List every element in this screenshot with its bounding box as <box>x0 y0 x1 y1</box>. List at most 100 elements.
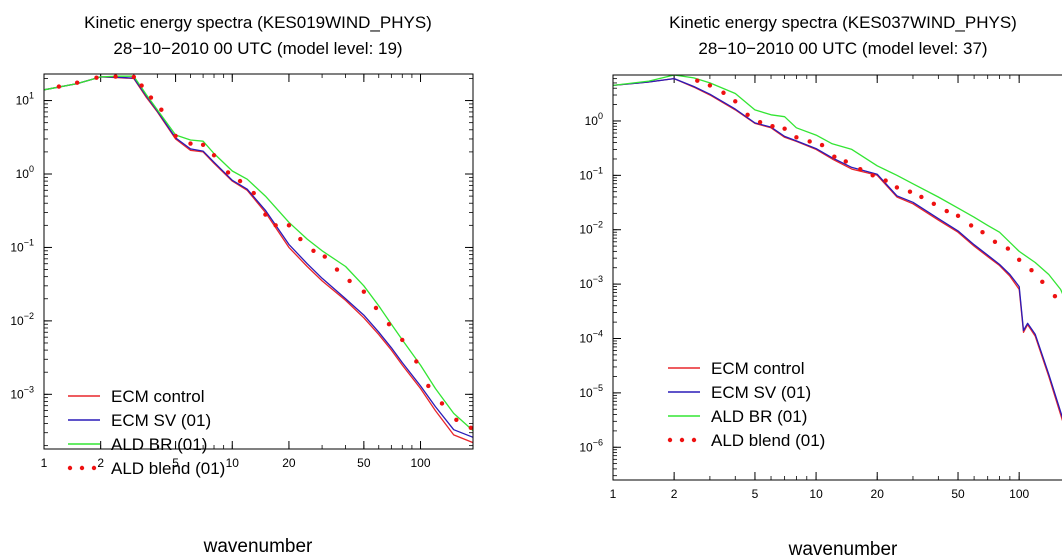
x-tick-label-right: 20 <box>871 487 885 501</box>
data-point-ald_blend <box>373 305 379 311</box>
y-tick-label-left: 10−2 <box>10 311 34 328</box>
data-point-ald_blend <box>334 267 340 272</box>
legend-swatch-ald_blend <box>79 465 85 471</box>
legend-left: ECM control ECM SV (01) ALD BR (01) ALD ble… <box>67 387 225 478</box>
legend-swatch-ald_blend <box>67 465 73 471</box>
data-point-ald_blend <box>770 124 775 129</box>
data-point-ald_blend <box>400 337 405 343</box>
x-tick-label-left: 100 <box>411 456 431 470</box>
y-tick-label-right: 100 <box>585 111 603 128</box>
data-point-ald_blend <box>757 119 763 125</box>
data-point-ald_blend <box>200 142 206 147</box>
data-point-ald_blend <box>286 223 292 228</box>
x-axis-label-left: wavenumber <box>203 536 313 557</box>
data-point-ald_blend <box>263 212 268 217</box>
data-point-ald_blend <box>386 322 392 327</box>
series-group-left <box>44 74 473 444</box>
plot-area-left: 1 2 5 10 20 50 100 10−3 10−2 10−1 100 101 ECM contro… <box>10 73 474 478</box>
chart-subtitle-left: 28−10−2010 00 UTC (model level: 19) <box>113 39 402 58</box>
chart-left: Kinetic energy spectra (KES019WIND_PHYS)… <box>10 13 474 557</box>
data-point-ald_blend <box>894 185 900 190</box>
legend-swatch-ald_blend <box>679 437 685 443</box>
data-point-ald_blend <box>439 401 445 406</box>
legend-swatch-ald_blend <box>91 465 97 471</box>
data-point-ald_blend <box>414 359 419 364</box>
chart-subtitle-right: 28−10−2010 00 UTC (model level: 37) <box>698 39 987 58</box>
series-line-ald_br <box>613 75 1062 295</box>
y-tick-label-right: 10−4 <box>579 328 603 345</box>
data-point-ald_blend <box>361 289 367 294</box>
data-point-ald_blend <box>980 230 985 235</box>
data-point-ald_blend <box>298 236 303 242</box>
data-point-ald_blend <box>468 425 473 430</box>
plot-area-right: 1 2 5 10 20 50 100 10−6 10−5 10−4 10−3 10−2 10−1 100 E… <box>579 74 1062 501</box>
data-point-ald_blend <box>74 80 80 85</box>
data-point-ald_blend <box>733 99 738 104</box>
data-point-ald_blend <box>1005 246 1011 251</box>
data-point-ald_blend <box>794 135 799 140</box>
x-tick-label-left: 1 <box>41 456 48 470</box>
x-tick-label-right: 1 <box>610 487 617 501</box>
data-point-ald_blend <box>139 83 144 88</box>
series-group-right <box>613 75 1062 422</box>
legend-swatch-ald_blend <box>691 437 697 443</box>
y-tick-label-left: 101 <box>16 91 34 108</box>
data-point-ald_blend <box>251 190 256 196</box>
data-point-ald_blend <box>721 90 726 95</box>
data-point-ald_blend <box>113 74 118 79</box>
y-tick-label-right: 10−3 <box>579 274 603 291</box>
legend-label-ecm_control: ECM control <box>711 359 805 378</box>
legend-label-ald_blend: ALD blend (01) <box>711 431 825 450</box>
data-point-ald_blend <box>347 278 352 284</box>
data-point-ald_blend <box>883 178 888 183</box>
data-point-ald_blend <box>148 95 154 100</box>
data-point-ald_blend <box>273 223 278 228</box>
x-tick-label-right: 50 <box>951 487 965 501</box>
y-tick-label-right: 10−5 <box>579 383 603 400</box>
legend-label-ecm_sv: ECM SV (01) <box>111 411 211 430</box>
x-tick-label-left: 50 <box>357 456 371 470</box>
data-point-ald_blend <box>426 383 431 389</box>
x-tick-label-left: 20 <box>282 456 296 470</box>
data-point-ald_blend <box>188 141 193 146</box>
data-point-ald_blend <box>695 78 700 83</box>
x-tick-label-right: 5 <box>752 487 759 501</box>
x-tick-label-left: 2 <box>97 456 104 470</box>
series-line-ecm_control <box>44 76 473 444</box>
data-point-ald_blend <box>1016 257 1022 262</box>
legend-label-ald_br: ALD BR (01) <box>711 407 807 426</box>
data-point-ald_blend <box>992 239 998 244</box>
legend-label-ecm_control: ECM control <box>111 387 205 406</box>
chart-title-left: Kinetic energy spectra (KES019WIND_PHYS) <box>84 13 432 32</box>
data-point-ald_blend <box>782 126 787 131</box>
data-point-ald_blend <box>159 107 164 112</box>
x-tick-label-left: 10 <box>226 456 240 470</box>
legend-label-ecm_sv: ECM SV (01) <box>711 383 811 402</box>
legend-label-ald_blend: ALD blend (01) <box>111 459 225 478</box>
series-line-ecm_sv <box>613 77 1062 419</box>
y-tick-label-left: 10−1 <box>10 237 34 254</box>
data-point-ald_blend <box>968 223 974 228</box>
data-point-ald_blend <box>858 166 863 172</box>
data-point-ald_blend <box>907 189 913 194</box>
data-point-ald_blend <box>237 178 243 184</box>
legend-right: ECM control ECM SV (01) ALD BR (01) ALD ble… <box>667 359 825 450</box>
series-line-ecm_sv <box>44 76 473 438</box>
x-tick-label-right: 10 <box>809 487 823 501</box>
legend-label-ald_br: ALD BR (01) <box>111 435 207 454</box>
series-line-ecm_control <box>613 77 1062 422</box>
data-point-ald_blend <box>931 201 937 206</box>
x-axis-label-right: wavenumber <box>788 539 898 559</box>
data-point-ald_blend <box>919 194 924 200</box>
data-point-ald_blend <box>56 84 62 89</box>
x-tick-label-right: 100 <box>1009 487 1029 501</box>
chart-title-right: Kinetic energy spectra (KES037WIND_PHYS) <box>669 13 1017 32</box>
x-tick-label-right: 2 <box>671 487 678 501</box>
y-tick-label-left: 100 <box>16 164 34 181</box>
series-line-ald_br <box>44 75 473 432</box>
plot-frame-left <box>43 73 474 450</box>
data-point-ald_blend <box>1040 279 1045 285</box>
data-point-ald_blend <box>843 159 848 164</box>
data-point-ald_blend <box>707 83 713 88</box>
